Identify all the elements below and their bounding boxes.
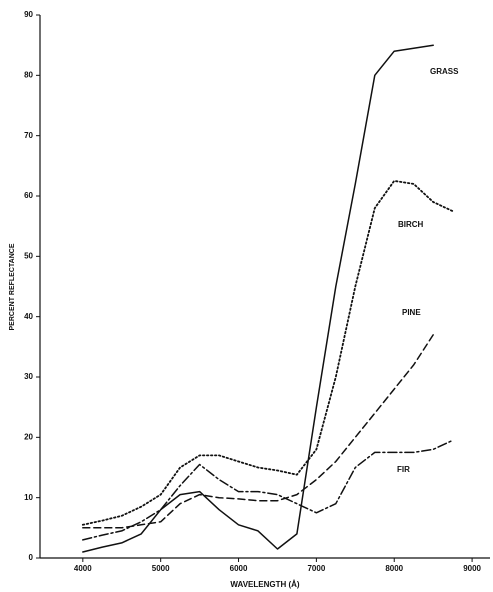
x-tick-label: 4000 — [74, 564, 92, 573]
y-tick-label: 30 — [24, 372, 33, 381]
x-tick-label: 6000 — [230, 564, 248, 573]
chart: WAVELENGTH (Å) PERCENT REFLECTANCE 0 10 20… — [0, 0, 493, 592]
y-tick-label: 0 — [29, 553, 34, 562]
series-label: FIR — [397, 465, 410, 474]
y-tick-label: 70 — [24, 131, 33, 140]
x-tick-label: 9000 — [463, 564, 481, 573]
y-tick-label: 50 — [24, 251, 33, 260]
y-tick-label: 80 — [24, 70, 33, 79]
y-tick-label: 90 — [24, 10, 33, 19]
series-label: PINE — [402, 308, 421, 317]
x-axis-label: WAVELENGTH (Å) — [230, 580, 300, 589]
series-label: BIRCH — [398, 220, 424, 229]
y-axis-label: PERCENT REFLECTANCE — [9, 243, 16, 330]
series-label: GRASS — [430, 67, 459, 76]
series-line — [83, 45, 433, 552]
y-tick-label: 40 — [24, 312, 33, 321]
series-line — [83, 335, 433, 528]
y-tick-label: 60 — [24, 191, 33, 200]
y-tick-label: 10 — [24, 493, 33, 502]
x-tick-label: 8000 — [385, 564, 403, 573]
x-tick-label: 5000 — [152, 564, 170, 573]
y-tick-label: 20 — [24, 432, 33, 441]
x-tick-label: 7000 — [307, 564, 325, 573]
